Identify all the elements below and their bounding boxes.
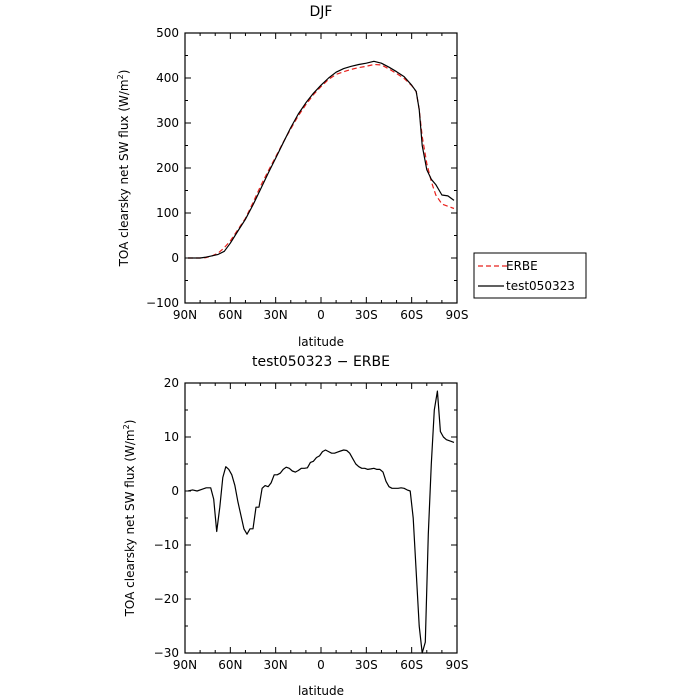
y-tick-label: 20 bbox=[164, 376, 179, 390]
panel-title: test050323 − ERBE bbox=[252, 354, 390, 370]
y-tick-label: 300 bbox=[156, 116, 179, 130]
legend: ERBE test050323 bbox=[473, 252, 587, 299]
x-tick-label: 60N bbox=[218, 308, 242, 322]
y-axis-title-superscript: 2 bbox=[122, 424, 131, 429]
x-tick-label: 60S bbox=[400, 308, 423, 322]
x-tick-label: 30S bbox=[355, 658, 378, 672]
x-tick-label: 30N bbox=[264, 658, 288, 672]
x-tick-label: 0 bbox=[317, 658, 325, 672]
y-tick-label: 100 bbox=[156, 206, 179, 220]
panel-title: DJF bbox=[310, 4, 333, 20]
x-axis-title: latitude bbox=[298, 684, 344, 698]
y-axis-title-main: TOA clearsky net SW flux (W/m bbox=[117, 79, 131, 267]
y-axis-title: TOA clearsky net SW flux (W/m2) bbox=[122, 420, 137, 618]
series-lines bbox=[188, 60, 455, 259]
y-tick-label: 10 bbox=[164, 430, 179, 444]
y-tick-label: −20 bbox=[154, 592, 179, 606]
axis-ticks: 90N 60N 30N 0 30S 60S 90S −30 −20 −10 0 10 20 bbox=[154, 376, 469, 672]
legend-box bbox=[473, 252, 587, 299]
series-line-difference-0 bbox=[187, 390, 455, 654]
x-tick-label: 30N bbox=[264, 308, 288, 322]
y-axis-title-close: ) bbox=[123, 420, 137, 425]
y-tick-label: −30 bbox=[154, 646, 179, 660]
series-line-test050323 bbox=[188, 60, 455, 259]
x-tick-label: 60S bbox=[400, 658, 423, 672]
x-tick-label: 90S bbox=[446, 308, 469, 322]
y-axis-title-superscript: 2 bbox=[116, 74, 125, 79]
x-tick-label: 60N bbox=[218, 658, 242, 672]
legend-label-erbe: ERBE bbox=[506, 259, 538, 273]
x-tick-label: 90N bbox=[173, 308, 197, 322]
x-tick-label: 90N bbox=[173, 658, 197, 672]
y-axis-title-close: ) bbox=[117, 70, 131, 75]
plot-frame bbox=[184, 32, 458, 304]
x-tick-label: 0 bbox=[317, 308, 325, 322]
y-tick-label: 500 bbox=[156, 26, 179, 40]
y-axis-title: TOA clearsky net SW flux (W/m2) bbox=[116, 70, 131, 268]
y-tick-label: 0 bbox=[171, 251, 179, 265]
djf-flux-panel: DJF latitude TOA clearsky net SW flux (W… bbox=[116, 4, 468, 349]
difference-panel: test050323 − ERBE latitude TOA clearsky … bbox=[122, 354, 468, 698]
x-axis-title: latitude bbox=[298, 335, 344, 349]
x-tick-label: 30S bbox=[355, 308, 378, 322]
series-lines bbox=[187, 390, 455, 654]
y-tick-label: 400 bbox=[156, 71, 179, 85]
y-tick-label: −10 bbox=[154, 538, 179, 552]
y-axis-title-main: TOA clearsky net SW flux (W/m bbox=[123, 429, 137, 617]
y-tick-label: −100 bbox=[146, 296, 179, 310]
y-tick-label: 0 bbox=[171, 484, 179, 498]
plot-frame bbox=[184, 382, 458, 654]
legend-label-test050323: test050323 bbox=[506, 279, 575, 293]
series-line-erbe bbox=[188, 63, 455, 259]
y-tick-label: 200 bbox=[156, 161, 179, 175]
axis-ticks: 90N 60N 30N 0 30S 60S 90S −100 0 100 200 300 400 500 bbox=[146, 26, 468, 322]
x-tick-label: 90S bbox=[446, 658, 469, 672]
